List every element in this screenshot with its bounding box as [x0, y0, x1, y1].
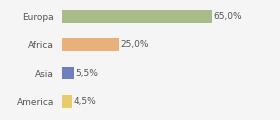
Text: 65,0%: 65,0% [213, 12, 242, 21]
Text: 5,5%: 5,5% [76, 69, 98, 78]
Bar [62, 38, 119, 51]
Text: 25,0%: 25,0% [120, 40, 149, 49]
Bar [62, 10, 212, 23]
Text: 4,5%: 4,5% [73, 97, 96, 106]
Bar [62, 95, 72, 108]
Bar [62, 67, 74, 79]
